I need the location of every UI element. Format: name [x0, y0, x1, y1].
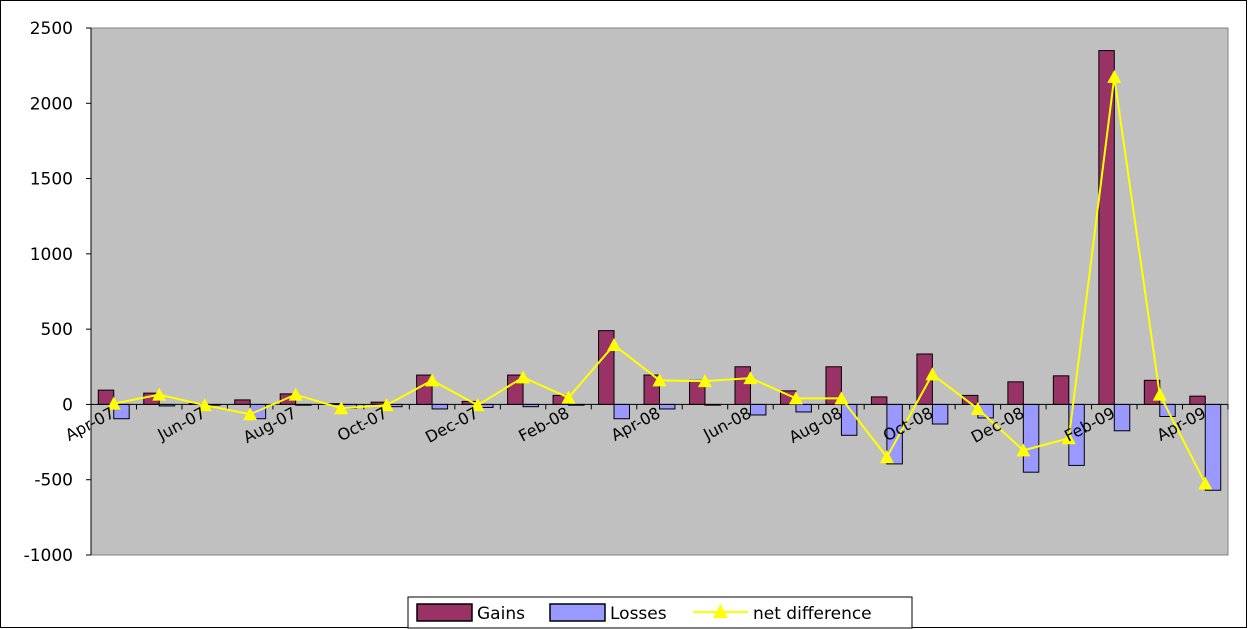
net-difference-marker [561, 390, 576, 404]
net-difference-marker [1061, 431, 1076, 445]
net-difference-marker [1107, 69, 1122, 83]
y-tick-label: 1500 [30, 170, 73, 190]
y-tick-label: 2000 [30, 94, 73, 114]
legend-swatch-net-difference-marker [713, 604, 728, 618]
net-difference-marker [1016, 443, 1031, 457]
y-tick-label: -1000 [24, 546, 73, 566]
net-difference-marker [925, 367, 940, 381]
net-difference-marker [697, 374, 712, 388]
net-difference-marker [152, 387, 167, 401]
gains-bar [1189, 395, 1206, 405]
y-tick-label: -500 [34, 471, 73, 491]
net-difference-marker [607, 337, 622, 351]
net-difference-marker [425, 373, 440, 387]
gains-bar [1052, 375, 1070, 405]
legend-label-losses: Losses [610, 604, 667, 624]
plot-area [90, 27, 1229, 556]
net-difference-marker [379, 398, 394, 412]
net-difference-marker [243, 407, 258, 421]
net-difference-marker [834, 391, 849, 405]
y-tick-label: 0 [62, 395, 73, 415]
losses-bar [749, 403, 767, 416]
net-difference-marker [1152, 387, 1167, 401]
y-tick-label: 1000 [30, 245, 73, 265]
gains-bar [1098, 50, 1115, 405]
y-tick-label: 2500 [30, 19, 73, 39]
losses-bar [659, 403, 676, 410]
plot-background [90, 27, 1229, 556]
legend-swatch-losses [549, 603, 606, 622]
net-difference-marker [516, 370, 531, 384]
net-difference-marker [106, 396, 121, 410]
legend-swatch-gains [416, 603, 473, 622]
losses-bar [795, 403, 812, 413]
net-difference-marker [470, 398, 485, 412]
gains-bar [734, 366, 751, 405]
gains-bar [598, 330, 615, 405]
net-difference-marker [788, 391, 803, 405]
losses-bar [931, 403, 949, 425]
losses-bar [431, 403, 449, 410]
net-difference-marker [970, 401, 985, 415]
y-tick-label: 500 [41, 320, 73, 340]
net-difference-marker [879, 450, 894, 464]
net-difference-marker [1198, 476, 1213, 490]
legend: Gains Losses net difference [407, 596, 913, 629]
net-difference-marker [288, 387, 303, 401]
net-difference-marker [743, 371, 758, 385]
legend-label-gains: Gains [477, 604, 525, 624]
legend-label-net-difference: net difference [753, 604, 872, 624]
losses-bar [1022, 403, 1040, 473]
gains-bar [870, 396, 888, 405]
legend-box [407, 596, 913, 629]
net-difference-marker [652, 373, 667, 387]
net-difference-marker [197, 398, 212, 412]
net-difference-marker [334, 401, 349, 415]
gains-bar [234, 399, 251, 405]
y-axis-ticks: 2500 2000 1500 1000 500 0 -500 -1000 [24, 19, 91, 566]
gains-bar [1007, 381, 1024, 405]
